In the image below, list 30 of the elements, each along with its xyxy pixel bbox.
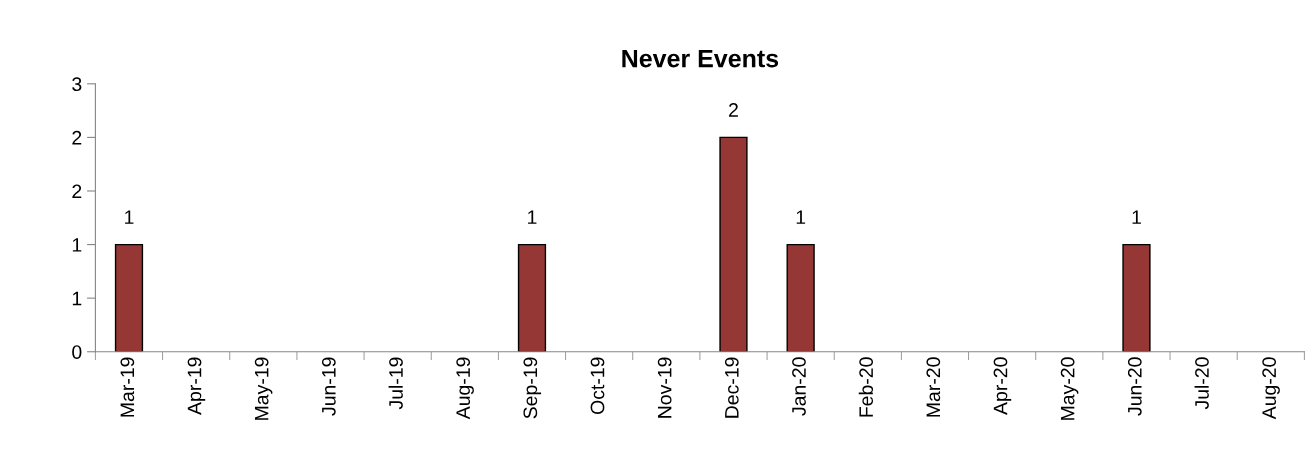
data-label: 1 — [125, 210, 134, 224]
y-tick-label: 1 — [72, 291, 82, 306]
x-tick-label: Mar-20 — [926, 357, 941, 417]
y-tick-label: 2 — [72, 184, 82, 199]
x-tick-label: Aug-20 — [1262, 357, 1280, 420]
x-tick-label: May-20 — [1060, 357, 1079, 420]
data-label: 1 — [528, 210, 537, 224]
y-tick-label: 2 — [72, 130, 82, 145]
x-tick-label: May-19 — [254, 357, 273, 420]
x-tick-label: Nov-19 — [657, 357, 672, 418]
x-tick-label: Jun-20 — [1127, 357, 1142, 416]
x-tick-label: Oct-19 — [590, 357, 605, 415]
x-tick-label: Mar-19 — [120, 357, 135, 417]
x-tick-label: Jan-20 — [792, 357, 806, 416]
x-tick-label: Aug-19 — [456, 357, 474, 420]
data-label: 1 — [796, 210, 806, 224]
y-tick-label: 0 — [72, 345, 82, 359]
x-tick-label: Feb-20 — [858, 357, 874, 417]
chart-title: Never Events — [622, 49, 779, 68]
x-tick-label: Jul-20 — [1194, 357, 1209, 410]
data-label: 2 — [729, 103, 738, 117]
x-tick-label: Apr-20 — [993, 357, 1012, 415]
x-tick-label: Dec-19 — [724, 357, 739, 418]
x-tick-label: Apr-19 — [187, 357, 206, 415]
y-tick-label: 3 — [72, 77, 82, 92]
x-tick-label: Sep-19 — [523, 357, 542, 419]
x-tick-label: Jun-19 — [321, 357, 336, 416]
y-tick-label: 1 — [72, 238, 82, 252]
x-tick-label: Jul-19 — [388, 357, 403, 410]
data-label: 1 — [1132, 210, 1141, 224]
